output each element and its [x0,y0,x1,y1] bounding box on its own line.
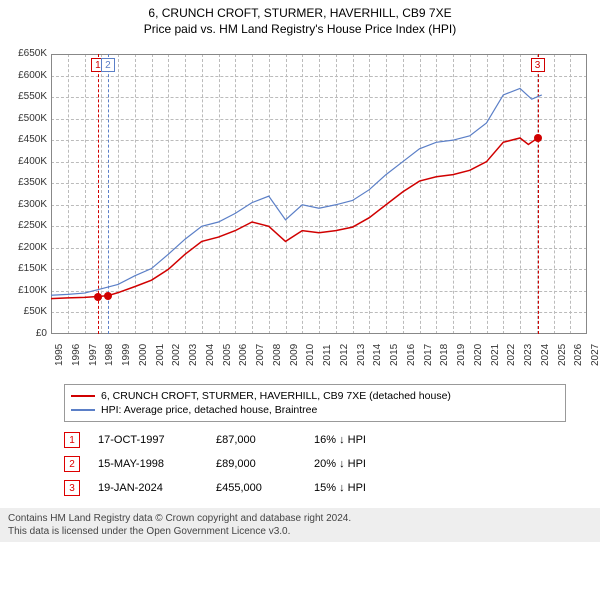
x-axis-tick: 1999 [121,344,132,366]
x-axis-tick: 2016 [406,344,417,366]
event-row: 3 19-JAN-2024 £455,000 15% ↓ HPI [64,476,566,500]
price-chart: £0£50K£100K£150K£200K£250K£300K£350K£400… [5,44,595,344]
event-price: £455,000 [216,482,296,494]
footer-line1: Contains HM Land Registry data © Crown c… [8,512,592,525]
x-axis-tick: 2014 [372,344,383,366]
x-axis-tick: 1997 [88,344,99,366]
x-axis-tick: 2009 [289,344,300,366]
data-point-dot [94,293,102,301]
x-axis-tick: 1995 [54,344,65,366]
x-axis-tick: 2022 [506,344,517,366]
x-axis-tick: 2000 [138,344,149,366]
x-axis-tick: 2025 [557,344,568,366]
x-axis-tick: 2003 [188,344,199,366]
data-point-dot [534,134,542,142]
event-date: 15-MAY-1998 [98,458,198,470]
x-axis-tick: 2021 [490,344,501,366]
legend-swatch [71,409,95,411]
x-axis-tick: 2008 [272,344,283,366]
x-axis-tick: 2002 [171,344,182,366]
x-axis-tick: 2001 [155,344,166,366]
event-price: £87,000 [216,434,296,446]
legend-label: 6, CRUNCH CROFT, STURMER, HAVERHILL, CB9… [101,390,451,402]
x-axis-tick: 2013 [356,344,367,366]
x-axis-tick: 2011 [322,344,333,366]
event-marker-box: 3 [64,480,80,496]
chart-subtitle: Price paid vs. HM Land Registry's House … [4,22,596,36]
x-axis-tick: 2019 [456,344,467,366]
event-row: 1 17-OCT-1997 £87,000 16% ↓ HPI [64,428,566,452]
legend-box: 6, CRUNCH CROFT, STURMER, HAVERHILL, CB9… [64,384,566,422]
x-axis-tick: 2017 [423,344,434,366]
footer-line2: This data is licensed under the Open Gov… [8,525,592,538]
x-axis-tick: 1996 [71,344,82,366]
x-axis-tick: 1998 [104,344,115,366]
legend-swatch [71,395,95,397]
footer-attribution: Contains HM Land Registry data © Crown c… [0,508,600,542]
chart-title: 6, CRUNCH CROFT, STURMER, HAVERHILL, CB9… [4,6,596,20]
x-axis-tick: 2004 [205,344,216,366]
data-point-dot [104,292,112,300]
event-marker-box: 2 [64,456,80,472]
x-axis-tick: 2027 [590,344,600,366]
event-date: 19-JAN-2024 [98,482,198,494]
x-axis-tick: 2015 [389,344,400,366]
x-axis-tick: 2020 [473,344,484,366]
x-axis-tick: 2023 [523,344,534,366]
event-pct: 20% ↓ HPI [314,458,414,470]
x-axis-tick: 2010 [305,344,316,366]
legend-item: HPI: Average price, detached house, Brai… [71,403,559,417]
event-pct: 16% ↓ HPI [314,434,414,446]
x-axis-tick: 2006 [238,344,249,366]
event-row: 2 15-MAY-1998 £89,000 20% ↓ HPI [64,452,566,476]
event-pct: 15% ↓ HPI [314,482,414,494]
x-axis-tick: 2018 [439,344,450,366]
event-marker-box: 1 [64,432,80,448]
events-table: 1 17-OCT-1997 £87,000 16% ↓ HPI 2 15-MAY… [64,428,566,500]
legend-item: 6, CRUNCH CROFT, STURMER, HAVERHILL, CB9… [71,389,559,403]
x-axis-tick: 2012 [339,344,350,366]
x-axis-tick: 2007 [255,344,266,366]
event-date: 17-OCT-1997 [98,434,198,446]
x-axis-tick: 2024 [540,344,551,366]
x-axis-tick: 2005 [222,344,233,366]
event-price: £89,000 [216,458,296,470]
x-axis-tick: 2026 [573,344,584,366]
legend-label: HPI: Average price, detached house, Brai… [101,404,317,416]
